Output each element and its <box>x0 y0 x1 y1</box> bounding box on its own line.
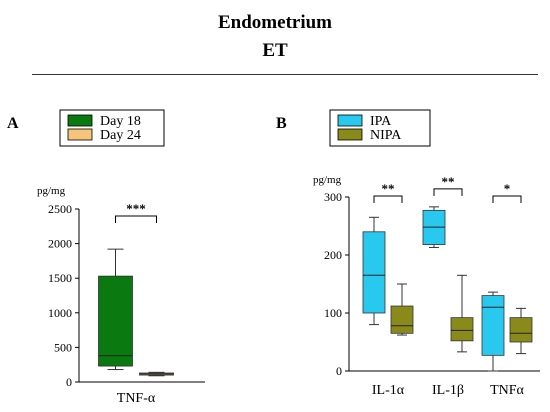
x-category-label: TNF-α <box>117 391 156 406</box>
box-body <box>98 275 133 367</box>
legend-label: Day 18 <box>100 114 141 129</box>
y-axis-label: pg/mg <box>313 174 342 186</box>
box-body <box>450 317 474 342</box>
box-body <box>481 295 505 356</box>
legend-swatch <box>67 128 93 141</box>
significance-stars: * <box>504 181 511 196</box>
significance-stars: ** <box>382 181 395 196</box>
legend-swatch <box>67 114 93 127</box>
box-body <box>509 317 533 343</box>
y-tick-label: 500 <box>54 340 72 354</box>
y-axis-label: pg/mg <box>37 185 66 197</box>
y-tick-label: 0 <box>336 364 342 378</box>
x-category-label: TNFα <box>490 383 524 398</box>
panel-label: B <box>276 115 287 132</box>
significance-bracket <box>433 188 463 196</box>
legend-label: NIPA <box>370 128 402 143</box>
y-tick-label: 2500 <box>48 202 72 216</box>
y-tick-label: 2000 <box>48 237 72 251</box>
x-category-label: IL-1β <box>432 383 464 398</box>
box-body <box>362 231 386 314</box>
y-tick-label: 1500 <box>48 271 72 285</box>
significance-bracket <box>492 195 522 203</box>
legend-label: Day 24 <box>100 128 141 143</box>
panel-label: A <box>7 115 19 132</box>
y-tick-label: 300 <box>324 190 342 204</box>
box-body <box>390 305 414 334</box>
significance-bracket <box>115 215 157 223</box>
x-category-label: IL-1α <box>372 383 405 398</box>
significance-stars: ** <box>442 174 455 189</box>
y-tick-label: 200 <box>324 248 342 262</box>
y-tick-label: 1000 <box>48 306 72 320</box>
legend-swatch <box>337 114 363 127</box>
figure-title: Endometrium <box>218 12 332 33</box>
title-divider <box>32 74 538 75</box>
legend-swatch <box>337 128 363 141</box>
significance-bracket <box>373 195 403 203</box>
y-tick-label: 100 <box>324 306 342 320</box>
legend-label: IPA <box>370 114 392 129</box>
significance-stars: *** <box>126 201 146 216</box>
figure-subtitle: ET <box>262 40 288 61</box>
y-tick-label: 0 <box>66 375 72 389</box>
